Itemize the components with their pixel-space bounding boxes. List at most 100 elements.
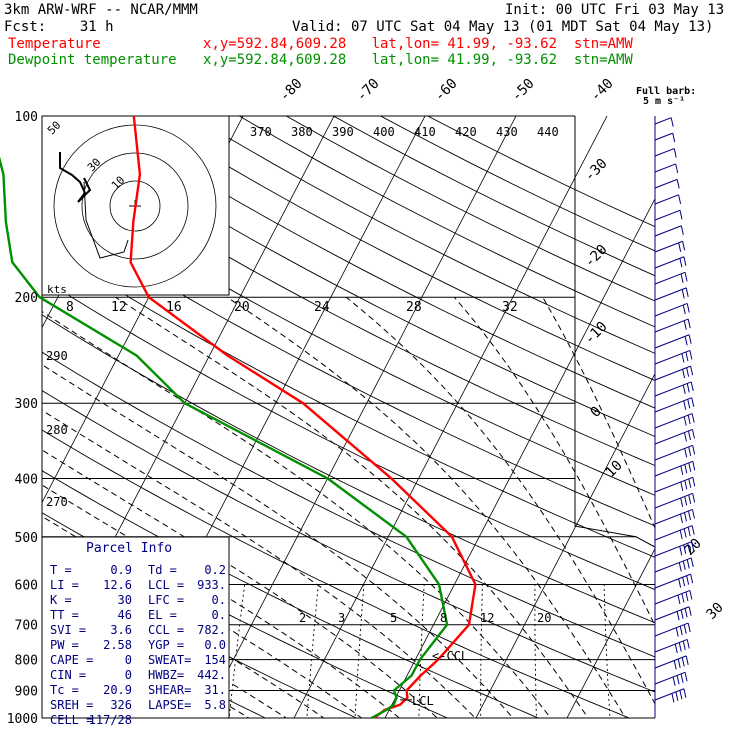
- wind-barb-flag: [691, 541, 695, 551]
- isotherm-line: [566, 547, 655, 718]
- wind-barb-flag: [676, 675, 680, 685]
- dry-adiabats: [42, 116, 655, 718]
- full-barb-legend: Full barb:: [636, 86, 697, 97]
- dry-adiabat-line: [144, 116, 655, 381]
- wind-barb-flag: [678, 194, 682, 204]
- hodograph-thin-trace: [83, 181, 129, 259]
- wind-barb-flag: [686, 559, 690, 569]
- wind-barb-flag: [678, 562, 682, 572]
- wind-barb: [654, 655, 687, 669]
- wind-barb: [654, 671, 686, 685]
- temperature-top-label: -40: [588, 76, 617, 105]
- hodograph-speed-label: 32: [502, 300, 518, 315]
- mixing-ratio-line: [603, 584, 611, 718]
- theta-label: 440: [537, 125, 559, 139]
- wind-barb-flag: [689, 590, 693, 600]
- wind-barb-flag: [678, 642, 682, 652]
- wind-barb-flag: [691, 397, 695, 407]
- wind-barb-flag: [680, 497, 684, 507]
- dry-adiabat-line: [42, 351, 655, 658]
- moist-adiabat-line: [345, 296, 655, 705]
- hodograph-speed-label: 12: [111, 300, 127, 315]
- temperature-top-label: -80: [277, 76, 306, 105]
- wind-barb: [654, 460, 693, 477]
- parcel-info-label: LI =: [50, 578, 79, 592]
- parcel-info-label: CELL =: [50, 713, 93, 727]
- parcel-info-label: SHEAR=: [148, 683, 191, 697]
- wind-barb-flag: [680, 481, 684, 491]
- wind-barb: [654, 365, 691, 381]
- dry-adiabat-line: [332, 116, 655, 277]
- isotherm-line: [202, 116, 517, 718]
- theta-label: 370: [250, 125, 272, 139]
- pressure-tick-label: 1000: [7, 712, 38, 727]
- parcel-info-value: 0.: [212, 608, 226, 622]
- parcel-info-label: SREH =: [50, 698, 93, 712]
- wind-barb: [654, 444, 693, 461]
- wind-barb: [654, 271, 686, 285]
- wind-barb-flag: [687, 622, 691, 633]
- wind-barb-flag: [682, 640, 686, 651]
- wind-barb-flag: [683, 528, 687, 538]
- moist-adiabat-line: [42, 409, 476, 718]
- dry-adiabat-line: [96, 116, 655, 409]
- wind-barb-flag: [682, 369, 686, 379]
- wind-barb-flag: [690, 557, 694, 568]
- parcel-info-value: 0.2: [204, 563, 226, 577]
- wind-barb-flag: [687, 414, 691, 425]
- wind-barb: [654, 573, 691, 589]
- wind-barb-flag: [688, 334, 692, 344]
- wind-barb: [654, 318, 689, 333]
- wind-barb: [654, 178, 678, 189]
- wind-barb-flag: [679, 513, 683, 524]
- wind-barb-flag: [675, 627, 679, 637]
- wind-barb: [654, 476, 693, 493]
- isotherm-line: [384, 197, 655, 718]
- pressure-tick-label: 200: [15, 291, 38, 306]
- wind-barb-flag: [680, 225, 684, 235]
- pressure-tick-label: 500: [15, 531, 38, 546]
- wind-barbs: [654, 116, 696, 718]
- wind-barb-flag: [676, 611, 680, 621]
- dry-adiabat-line: [42, 429, 631, 718]
- wind-barb: [654, 240, 683, 253]
- moist-adiabat-line: [453, 296, 655, 627]
- parcel-info-value: 326: [110, 698, 132, 712]
- parcel-info-value: 0: [125, 668, 132, 682]
- wind-barb-flag: [686, 383, 690, 393]
- wind-barb-flag: [684, 448, 688, 458]
- parcel-info-label: LCL =: [148, 578, 184, 592]
- temperature-legend-label: Temperature: [8, 36, 101, 52]
- valid-time: Valid: 07 UTC Sat 04 May 13 (01 MDT Sat …: [292, 19, 714, 35]
- wind-barb: [654, 256, 685, 269]
- parcel-info-label: PW =: [50, 638, 79, 652]
- wind-barb-flag: [679, 546, 683, 556]
- wind-barb-flag: [683, 416, 687, 426]
- moist-adiabat-line: [42, 364, 514, 718]
- hodograph-trace: [59, 152, 92, 203]
- pressure-tick-label: 700: [15, 619, 38, 634]
- wind-barb: [654, 302, 688, 317]
- wind-barb-flag: [684, 464, 688, 474]
- temperature-right-label: -30: [582, 156, 611, 185]
- wind-barb: [654, 525, 693, 541]
- plot-right-border: [574, 116, 656, 718]
- wind-barb: [654, 194, 679, 205]
- dry-adiabat-line: [42, 390, 655, 693]
- wind-barb-flag: [689, 350, 693, 360]
- parcel-info-value: 154: [204, 653, 226, 667]
- wind-barb-flag: [691, 413, 695, 423]
- parcel-info-box: [41, 536, 230, 719]
- wind-barb-flag: [676, 179, 680, 189]
- wind-barb-flag: [673, 660, 677, 670]
- wind-barb-flag: [685, 287, 689, 297]
- hodograph-ring: [109, 180, 161, 232]
- wind-barb-flag: [682, 384, 686, 395]
- wind-barb: [654, 163, 676, 173]
- pressure-tick-label: 900: [15, 684, 38, 699]
- wind-barb: [654, 334, 690, 349]
- theta-label: 430: [496, 125, 518, 139]
- wind-barb-flag: [688, 478, 692, 488]
- wind-barb: [654, 492, 693, 509]
